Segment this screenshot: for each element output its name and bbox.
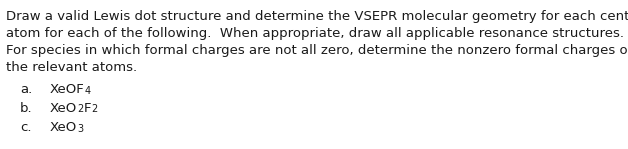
Text: 3: 3	[77, 124, 84, 134]
Text: the relevant atoms.: the relevant atoms.	[6, 61, 137, 74]
Text: 2: 2	[77, 104, 84, 114]
Text: XeOF: XeOF	[50, 83, 85, 96]
Text: atom for each of the following.  When appropriate, draw all applicable resonance: atom for each of the following. When app…	[6, 27, 624, 40]
Text: XeO: XeO	[50, 121, 77, 134]
Text: c.: c.	[20, 121, 31, 134]
Text: For species in which formal charges are not all zero, determine the nonzero form: For species in which formal charges are …	[6, 44, 628, 57]
Text: F: F	[84, 102, 91, 115]
Text: XeO: XeO	[50, 102, 77, 115]
Text: Draw a valid Lewis dot structure and determine the VSEPR molecular geometry for : Draw a valid Lewis dot structure and det…	[6, 10, 628, 23]
Text: 2: 2	[91, 104, 97, 114]
Text: b.: b.	[20, 102, 33, 115]
Text: a.: a.	[20, 83, 32, 96]
Text: 4: 4	[85, 86, 91, 96]
